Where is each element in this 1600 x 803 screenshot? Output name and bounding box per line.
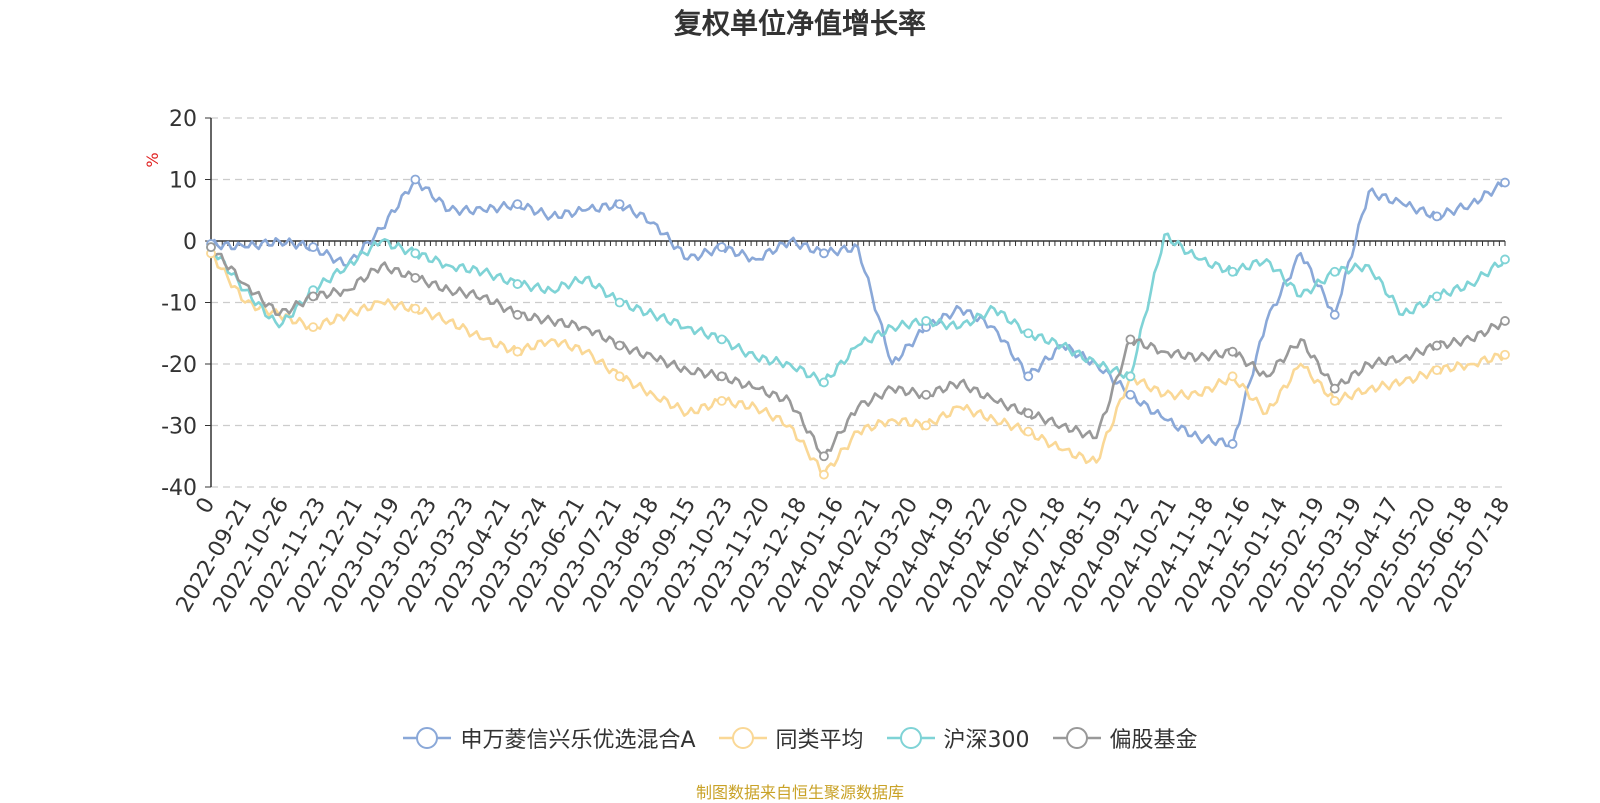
data-point xyxy=(1431,211,1442,222)
data-point xyxy=(921,316,932,326)
data-point xyxy=(1431,291,1442,302)
data-point xyxy=(614,371,625,382)
data-point xyxy=(614,297,625,308)
data-point xyxy=(1023,426,1034,437)
data-point xyxy=(206,242,216,253)
y-tick-label: -10 xyxy=(161,292,197,317)
data-point xyxy=(1500,349,1510,360)
data-point xyxy=(512,279,523,289)
data-point xyxy=(1431,365,1442,376)
y-tick-label: 20 xyxy=(169,107,197,132)
data-point xyxy=(410,272,421,283)
y-tick-label: -20 xyxy=(161,353,197,378)
data-point xyxy=(819,248,829,259)
legend-swatch-marker xyxy=(731,727,754,749)
legend-swatch xyxy=(718,727,767,749)
data-point xyxy=(1227,266,1238,277)
data-point xyxy=(410,174,421,185)
legend-item[interactable]: 偏股基金 xyxy=(1052,722,1198,754)
data-point xyxy=(614,340,625,351)
series-line xyxy=(210,252,1507,477)
data-point xyxy=(921,420,932,431)
data-point xyxy=(1125,334,1136,345)
legend-swatch-marker xyxy=(899,727,922,749)
data-point xyxy=(1431,340,1442,351)
data-point xyxy=(1227,371,1238,382)
y-tick-label: -30 xyxy=(161,415,197,440)
chart-title: 复权单位净值增长率 xyxy=(673,7,926,40)
data-point xyxy=(1329,383,1340,394)
series-line xyxy=(209,246,1506,458)
data-point xyxy=(716,371,727,382)
data-point xyxy=(819,469,829,480)
y-axis-unit-label: % xyxy=(143,152,162,167)
data-point xyxy=(308,242,319,253)
series-line xyxy=(210,178,1506,448)
legend[interactable]: 申万菱信兴乐优选混合A 同类平均 沪深300 偏股基金 xyxy=(0,722,1600,754)
legend-item[interactable]: 申万菱信兴乐优选混合A xyxy=(402,722,696,754)
series-line xyxy=(209,232,1507,387)
legend-label: 偏股基金 xyxy=(1109,728,1198,753)
data-point xyxy=(1023,328,1034,339)
data-point xyxy=(512,346,523,357)
data-point xyxy=(1500,177,1510,188)
data-point xyxy=(1227,439,1238,449)
series-lines xyxy=(209,178,1507,477)
legend-swatch xyxy=(403,727,452,749)
data-point xyxy=(410,248,421,259)
legend-label: 沪深300 xyxy=(943,728,1030,753)
legend-swatch xyxy=(1052,727,1101,749)
data-point xyxy=(1329,395,1340,406)
data-point xyxy=(819,377,829,388)
data-point xyxy=(716,242,727,253)
data-point xyxy=(1125,371,1136,382)
legend-item[interactable]: 同类平均 xyxy=(718,722,864,754)
data-point xyxy=(512,199,523,210)
series-markers xyxy=(206,174,1510,480)
data-point xyxy=(1227,346,1238,357)
y-tick-label: 10 xyxy=(169,169,197,194)
legend-swatch-marker xyxy=(416,727,439,749)
data-point xyxy=(716,334,727,345)
data-point xyxy=(921,389,932,400)
data-point xyxy=(308,291,319,302)
data-point xyxy=(819,451,829,462)
axes: 20100-10-20-30-4002022-09-212022-10-2620… xyxy=(161,107,1515,617)
data-point xyxy=(1023,408,1034,419)
data-point xyxy=(308,322,319,333)
data-point xyxy=(512,309,523,320)
y-tick-label: 0 xyxy=(183,230,197,255)
data-point xyxy=(1500,254,1510,265)
data-point xyxy=(716,395,727,406)
y-tick-label: -40 xyxy=(161,476,197,501)
data-point xyxy=(1125,389,1136,400)
x-tick-label: 0 xyxy=(192,494,221,519)
legend-swatch-marker xyxy=(1065,727,1088,749)
data-point xyxy=(1329,309,1340,320)
legend-swatch xyxy=(886,727,935,749)
data-point xyxy=(1500,316,1510,326)
legend-label: 申万菱信兴乐优选混合A xyxy=(460,728,696,753)
legend-item[interactable]: 沪深300 xyxy=(886,722,1030,754)
data-point xyxy=(410,303,421,314)
data-point xyxy=(1023,371,1034,382)
data-point xyxy=(1329,266,1340,277)
source-note: 制图数据来自恒生聚源数据库 xyxy=(695,783,904,802)
data-point xyxy=(614,199,625,210)
legend-label: 同类平均 xyxy=(775,728,864,753)
